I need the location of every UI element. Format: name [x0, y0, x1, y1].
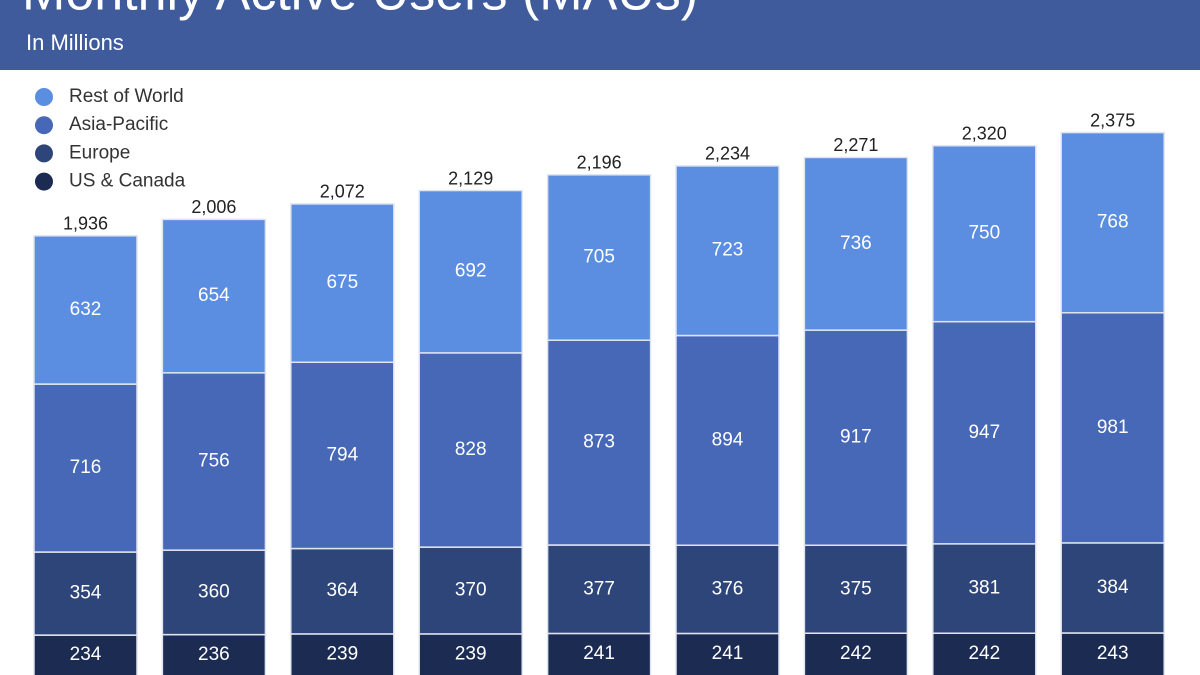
- segment-label: 947: [968, 422, 1000, 443]
- bar-segment: [803, 544, 909, 634]
- bar-segment: [161, 549, 267, 636]
- segment-label: 736: [840, 233, 872, 254]
- bar-segment: [1060, 312, 1165, 544]
- legend-swatch: [35, 172, 53, 191]
- segment-label: 632: [70, 299, 102, 320]
- chart-subtitle: In Millions: [26, 30, 124, 55]
- bar-segment: [932, 543, 1037, 634]
- segment-label: 242: [968, 643, 1000, 664]
- total-label: 2,196: [577, 153, 622, 173]
- segment-label: 981: [1097, 417, 1129, 438]
- segment-label: 242: [840, 643, 872, 664]
- header-band: [0, 0, 1200, 70]
- bar-segment: [932, 320, 1037, 545]
- bar-segment: [290, 361, 395, 550]
- segment-label: 354: [70, 583, 102, 604]
- bar-segment: [418, 189, 523, 354]
- segment-label: 370: [455, 580, 487, 601]
- bar-segment: [803, 156, 909, 331]
- bar-segment: [1060, 632, 1165, 675]
- chart-title: Monthly Active Users (MAUs): [22, 0, 698, 22]
- segment-label: 384: [1097, 577, 1129, 598]
- segment-label: 894: [712, 429, 744, 450]
- bar-segment: [1060, 131, 1165, 314]
- bar-segment: [675, 544, 780, 635]
- segment-label: 654: [198, 285, 230, 306]
- legend-label: US & Canada: [69, 171, 186, 192]
- segment-label: 873: [583, 432, 615, 453]
- bar-segment: [33, 551, 138, 636]
- segment-label: 692: [455, 261, 487, 282]
- segment-label: 381: [968, 578, 1000, 599]
- bar-segment: [418, 633, 523, 675]
- segment-label: 236: [198, 644, 230, 665]
- segment-label: 239: [455, 643, 487, 664]
- bar-segment: [675, 165, 780, 337]
- segment-label: 756: [198, 451, 230, 472]
- bar-segment: [161, 218, 267, 374]
- segment-label: 360: [198, 581, 230, 602]
- legend-label: Europe: [69, 142, 130, 163]
- bar-segment: [418, 352, 523, 548]
- segment-label: 375: [840, 578, 872, 599]
- segment-label: 716: [70, 457, 102, 478]
- bar-segment: [418, 546, 523, 635]
- segment-label: 241: [583, 643, 615, 664]
- total-label: 2,271: [833, 135, 878, 155]
- legend-swatch: [35, 88, 53, 106]
- segment-label: 376: [712, 578, 744, 599]
- bar-segment: [33, 383, 138, 553]
- total-label: 2,234: [705, 144, 750, 164]
- total-label: 2,072: [320, 182, 365, 202]
- bar-segment: [546, 174, 652, 341]
- segment-label: 794: [326, 444, 358, 465]
- bar-segment: [803, 329, 909, 547]
- bar-segment: [290, 203, 395, 364]
- bar-segment: [546, 339, 652, 546]
- bar-segment: [932, 144, 1037, 323]
- segment-label: 243: [1097, 643, 1129, 664]
- bar-segment: [675, 334, 780, 547]
- total-label: 2,129: [448, 168, 493, 188]
- total-label: 1,936: [63, 214, 108, 234]
- total-label: 2,320: [962, 123, 1007, 143]
- bar-segment: [546, 544, 652, 635]
- segment-label: 241: [712, 643, 744, 664]
- bar-segment: [546, 632, 652, 675]
- legend-swatch: [35, 116, 53, 135]
- legend-label: Asia-Pacific: [69, 114, 168, 135]
- segment-label: 364: [326, 580, 358, 601]
- segment-label: 377: [583, 578, 615, 599]
- segment-label: 723: [712, 240, 744, 261]
- total-label: 2,375: [1090, 111, 1135, 131]
- legend-swatch: [35, 144, 53, 163]
- bar-segment: [161, 633, 267, 675]
- bar-segment: [33, 235, 138, 385]
- total-label: 2,006: [191, 197, 236, 217]
- segment-label: 768: [1097, 212, 1129, 233]
- segment-label: 828: [455, 439, 487, 460]
- segment-label: 750: [968, 223, 1000, 244]
- segment-label: 705: [583, 247, 615, 268]
- segment-label: 675: [326, 272, 358, 293]
- legend-label: Rest of World: [69, 86, 184, 107]
- segment-label: 239: [326, 643, 358, 664]
- bar-segment: [33, 634, 138, 675]
- bar-segment: [161, 372, 267, 551]
- segment-label: 234: [70, 644, 102, 665]
- segment-label: 917: [840, 427, 872, 448]
- bar-segment: [1060, 542, 1165, 634]
